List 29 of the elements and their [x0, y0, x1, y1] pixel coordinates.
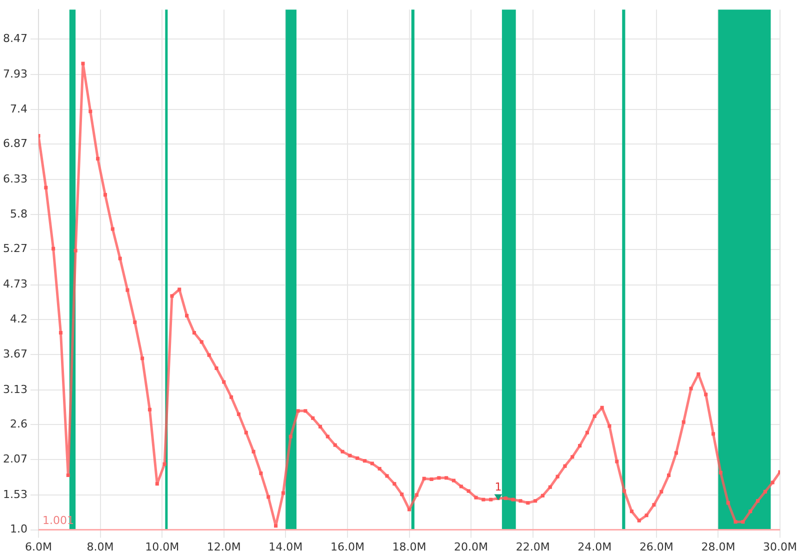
y-tick-label: 7.93	[2, 67, 28, 80]
y-tick-label: 8.47	[2, 32, 28, 46]
annotation: 1	[494, 480, 502, 494]
x-tick-label: 26.0M	[639, 540, 674, 554]
y-tick-label: 6.33	[2, 172, 28, 186]
y-tick-label: 7.4	[10, 102, 28, 116]
y-tick-label: 2.6	[10, 418, 28, 431]
x-tick-label: 22.0M	[516, 540, 550, 554]
x-tick-label: 10.0M	[145, 540, 180, 554]
x-tick-label: 14.0M	[268, 540, 303, 554]
y-tick-label: 6.87	[2, 137, 28, 150]
y-tick-label: 4.73	[2, 278, 28, 291]
y-tick-label: 4.2	[10, 312, 28, 326]
x-tick-label: 30.0M	[763, 540, 797, 554]
x-tick-label: 20.0M	[454, 540, 488, 554]
y-tick-label: 1.0	[10, 522, 28, 536]
y-tick-label: 5.27	[2, 242, 28, 256]
y-tick-label: 1.53	[2, 488, 28, 501]
y-tick-label: 3.67	[2, 347, 28, 360]
y-tick-label: 2.07	[2, 452, 28, 466]
x-tick-label: 28.0M	[701, 540, 736, 554]
x-tick-label: 16.0M	[330, 540, 364, 554]
y-tick-label: 3.13	[2, 382, 28, 396]
y-tick-label: 5.8	[10, 207, 28, 220]
x-tick-label: 6.0M	[25, 540, 52, 554]
x-tick-label: 12.0M	[206, 540, 241, 554]
x-tick-label: 8.0M	[86, 540, 114, 554]
x-tick-label: 18.0M	[392, 540, 426, 554]
x-tick-label: 24.0M	[578, 540, 612, 554]
